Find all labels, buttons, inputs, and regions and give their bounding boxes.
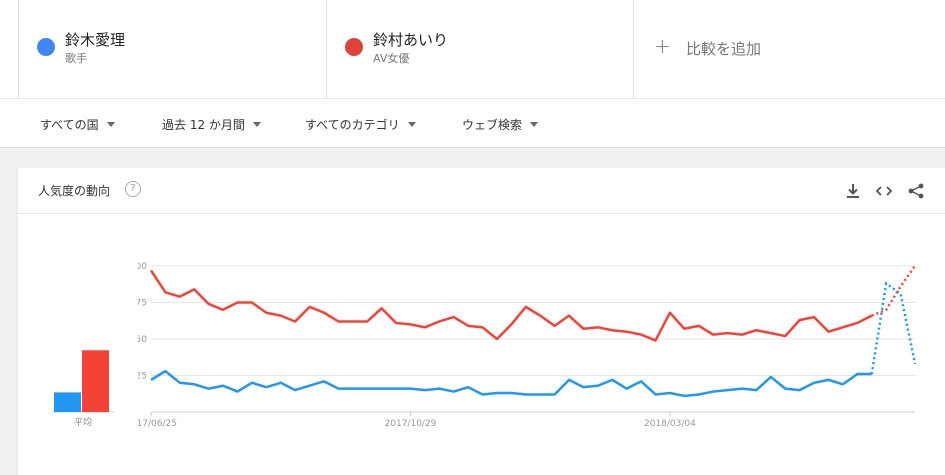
term-1-color-dot bbox=[37, 38, 55, 56]
search-type-label: ウェブ検索 bbox=[462, 118, 523, 132]
term-2-subtitle: AV女優 bbox=[373, 52, 410, 65]
region-dropdown[interactable]: すべての国 bbox=[40, 116, 115, 133]
chevron-down-icon bbox=[407, 122, 416, 127]
x-axis-ticks: 2017/06/25 2017/10/29 2018/03/04 bbox=[138, 412, 696, 429]
y-tick-label: 50 bbox=[138, 335, 147, 345]
search-type-dropdown[interactable]: ウェブ検索 bbox=[462, 116, 539, 133]
series-partial-line-1 bbox=[870, 281, 917, 375]
term-2-color-dot bbox=[345, 38, 363, 56]
interest-line-chart: 25 50 75 100 2017/06/25 2017/10/29 2018/03/04 bbox=[138, 262, 917, 429]
interest-over-time-card: 人気度の動向 ? 平均 bbox=[18, 168, 945, 475]
search-term-2[interactable]: 鈴村あいり AV女優 bbox=[326, 0, 633, 98]
period-label: 過去 12 か月間 bbox=[162, 118, 245, 132]
y-axis-ticks: 25 50 75 100 bbox=[138, 262, 147, 382]
x-tick-label: 2017/10/29 bbox=[385, 419, 437, 429]
average-bar-suzumura bbox=[82, 350, 109, 412]
y-tick-label: 75 bbox=[138, 299, 147, 309]
embed-icon[interactable] bbox=[874, 181, 894, 201]
search-term-1[interactable]: 鈴木愛理 歌手 bbox=[18, 0, 326, 98]
card-title: 人気度の動向 bbox=[38, 184, 111, 198]
series-partial-line-2 bbox=[871, 265, 917, 317]
y-tick-label: 100 bbox=[138, 262, 147, 272]
chart-grid bbox=[151, 265, 915, 413]
average-bar-suzuki bbox=[54, 392, 81, 412]
plus-icon: + bbox=[654, 34, 671, 58]
category-dropdown[interactable]: すべてのカテゴリ bbox=[305, 116, 416, 133]
filter-bar: すべての国 過去 12 か月間 すべてのカテゴリ ウェブ検索 bbox=[0, 98, 945, 148]
average-label: 平均 bbox=[74, 416, 92, 428]
series-line-2 bbox=[149, 269, 873, 342]
x-tick-label: 2017/06/25 bbox=[138, 419, 177, 429]
chevron-down-icon bbox=[530, 122, 539, 127]
y-tick-label: 25 bbox=[138, 372, 147, 382]
term-1-name: 鈴木愛理 bbox=[65, 31, 126, 49]
chevron-down-icon bbox=[252, 122, 261, 127]
chart-series bbox=[149, 265, 917, 398]
period-dropdown[interactable]: 過去 12 か月間 bbox=[162, 116, 261, 133]
average-bar-chart: 平均 bbox=[52, 350, 114, 428]
term-1-subtitle: 歌手 bbox=[65, 52, 87, 65]
share-icon[interactable] bbox=[906, 181, 926, 201]
question-circle-icon[interactable]: ? bbox=[125, 181, 141, 197]
series-line-1 bbox=[150, 369, 872, 398]
compare-bar: 鈴木愛理 歌手 鈴村あいり AV女優 + 比較を追加 bbox=[0, 0, 945, 98]
term-2-name: 鈴村あいり bbox=[373, 31, 449, 49]
region-label: すべての国 bbox=[40, 118, 99, 132]
x-tick-label: 2018/03/04 bbox=[644, 419, 696, 429]
add-comparison-label: 比較を追加 bbox=[686, 40, 762, 58]
add-comparison-button[interactable]: + 比較を追加 bbox=[633, 0, 945, 98]
chevron-down-icon bbox=[106, 122, 115, 127]
download-icon[interactable] bbox=[843, 181, 863, 201]
category-label: すべてのカテゴリ bbox=[305, 118, 400, 132]
card-header: 人気度の動向 ? bbox=[18, 168, 945, 214]
